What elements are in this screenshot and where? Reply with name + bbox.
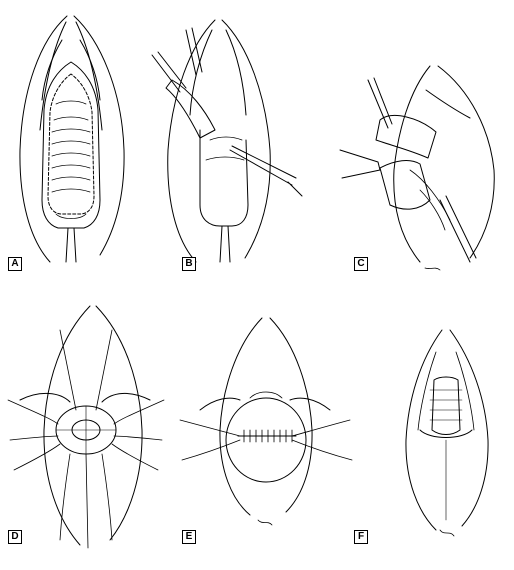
panel-f-drawing <box>406 330 488 536</box>
panel-d-drawing <box>8 306 164 548</box>
panel-a-drawing <box>20 16 124 262</box>
panel-e-drawing <box>180 318 352 525</box>
panel-label-a: A <box>8 257 22 271</box>
panel-label-b: B <box>182 257 196 271</box>
panel-label-f: F <box>354 530 368 544</box>
panel-c-drawing <box>340 66 494 270</box>
panel-label-c: C <box>354 257 368 271</box>
panel-label-d: D <box>8 530 22 544</box>
panel-b-drawing <box>152 20 302 262</box>
panel-label-e: E <box>182 530 196 544</box>
